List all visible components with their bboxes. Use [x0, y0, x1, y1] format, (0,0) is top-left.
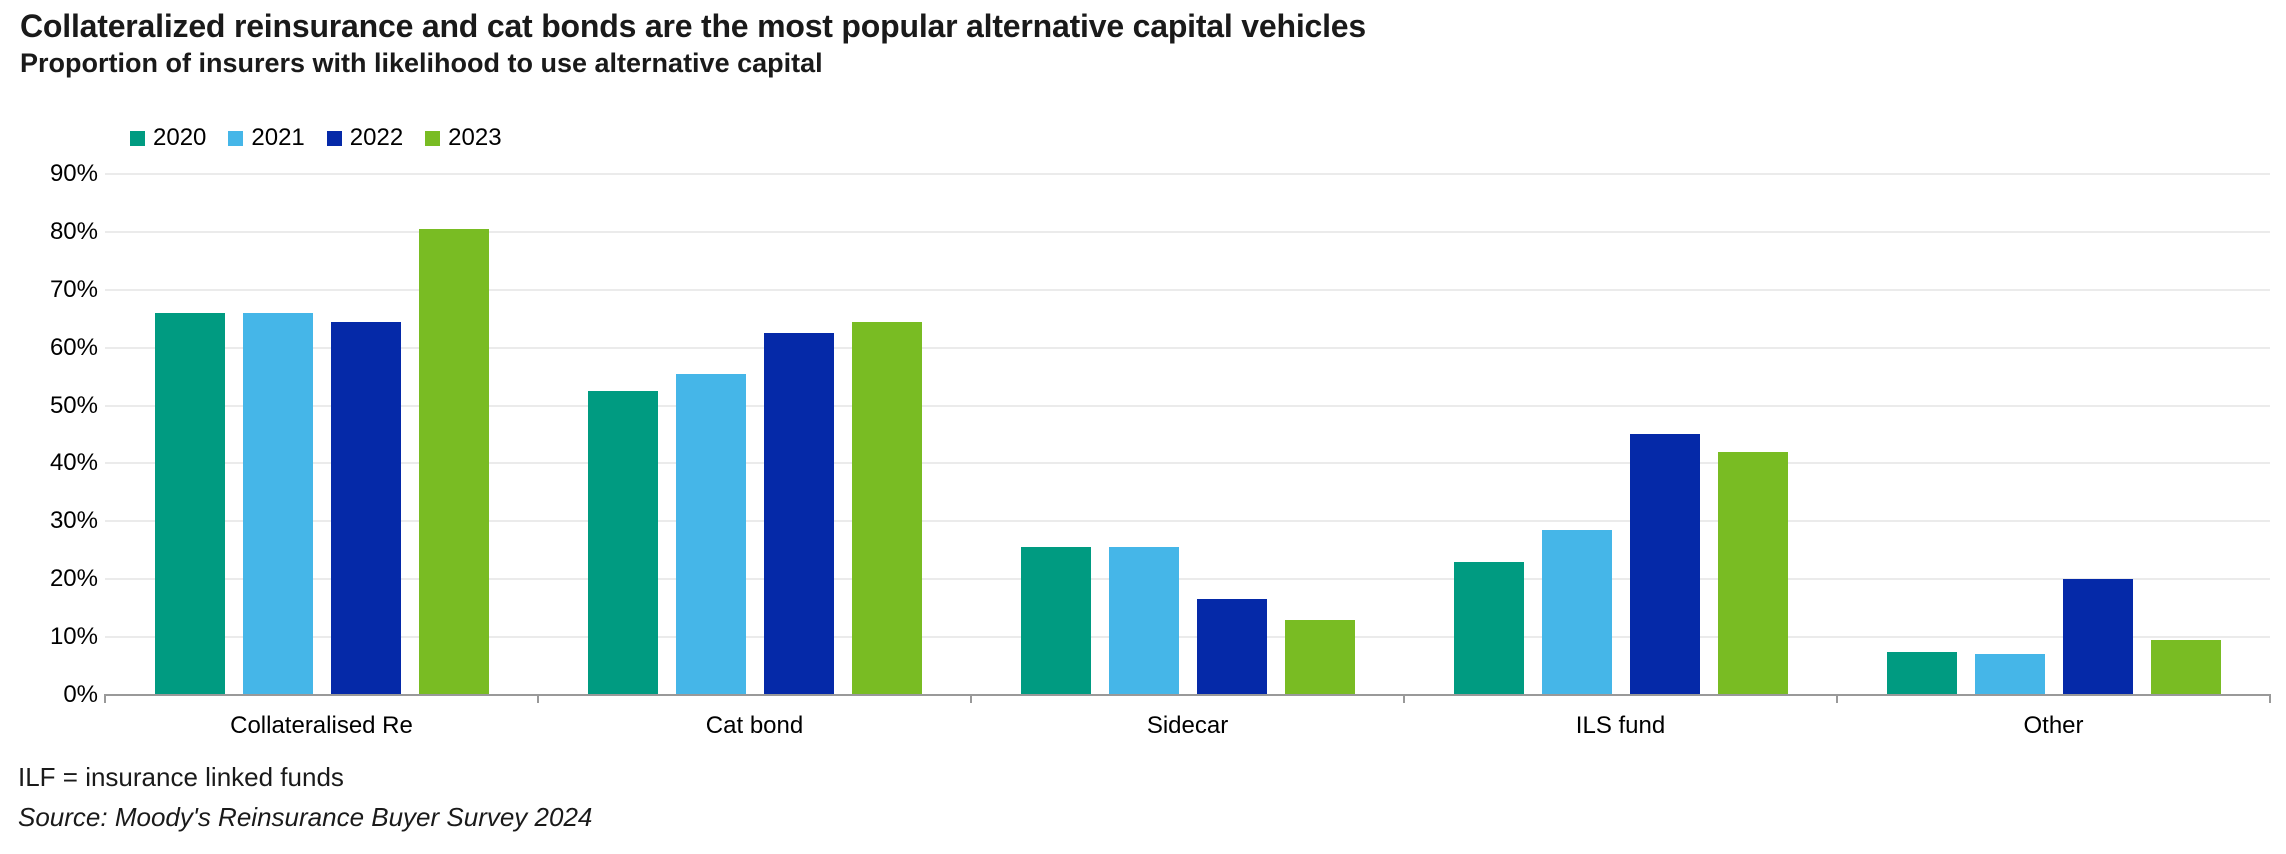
gridline-90 [105, 172, 2270, 175]
x-axis-label-cat-bond: Cat bond [705, 712, 804, 739]
bar-group-collateralised-re [105, 174, 538, 695]
legend-label: 2021 [251, 124, 305, 151]
legend-swatch-2021 [228, 130, 244, 146]
legend-item-2020: 2020 [130, 124, 206, 152]
y-axis-label-60: 60% [49, 333, 98, 361]
y-axis-label-50: 50% [49, 391, 98, 419]
x-axis-tick [537, 694, 539, 703]
bar-2020-collateralised-re [154, 312, 225, 695]
x-axis-tick [970, 694, 972, 703]
bar-2020-sidecar [1020, 547, 1091, 695]
bar-2022-ils-fund [1629, 434, 1700, 695]
bar-group-other [1837, 174, 2270, 695]
bar-2020-cat-bond [587, 391, 658, 695]
bar-group-cat-bond [538, 174, 971, 695]
y-axis-label-30: 30% [49, 507, 98, 535]
gridline-80 [105, 230, 2270, 233]
bar-2021-other [1974, 654, 2045, 695]
bar-2020-ils-fund [1453, 561, 1524, 695]
bar-2021-collateralised-re [242, 312, 313, 695]
bar-2021-sidecar [1108, 547, 1179, 695]
bar-2022-sidecar [1196, 599, 1267, 695]
bar-2023-collateralised-re [418, 228, 489, 695]
bar-2022-other [2062, 579, 2133, 695]
legend-swatch-2023 [425, 130, 441, 146]
legend: 2020 2021 2022 2023 [130, 124, 502, 152]
bar-group-sidecar [971, 174, 1404, 695]
bar-2022-cat-bond [763, 333, 834, 695]
y-axis-label-20: 20% [49, 565, 98, 593]
bar-2020-other [1886, 651, 1957, 695]
legend-swatch-2022 [326, 130, 342, 146]
bar-2023-sidecar [1284, 619, 1355, 695]
x-axis-tick [104, 694, 106, 703]
x-axis-line [105, 694, 2270, 696]
bar-2021-ils-fund [1541, 529, 1612, 695]
y-axis-label-70: 70% [49, 275, 98, 303]
legend-label: 2022 [349, 124, 404, 151]
chart-subtitle: Proportion of insurers with likelihood t… [20, 48, 823, 78]
legend-label: 2020 [153, 124, 207, 151]
bar-2022-collateralised-re [330, 321, 401, 695]
y-axis-label-40: 40% [49, 449, 98, 477]
y-axis-label-10: 10% [49, 623, 98, 651]
gridline-70 [105, 288, 2270, 291]
y-axis-label-80: 80% [49, 217, 98, 245]
x-axis-tick [1836, 694, 1838, 703]
y-axis-label-90: 90% [49, 159, 98, 187]
x-axis-label-ils-fund: ILS fund [1575, 712, 1666, 739]
bar-2023-ils-fund [1717, 451, 1788, 695]
gridline-60 [105, 346, 2270, 349]
x-axis-label-other: Other [2023, 712, 2084, 739]
bar-2023-cat-bond [851, 321, 922, 695]
footnote: ILF = insurance linked funds [18, 762, 344, 792]
chart-title: Collateralized reinsurance and cat bonds… [20, 8, 1367, 44]
gridline-20 [105, 578, 2270, 581]
x-axis-tick [1403, 694, 1405, 703]
gridline-10 [105, 636, 2270, 639]
bar-2023-other [2150, 639, 2221, 695]
gridline-50 [105, 404, 2270, 407]
legend-item-2021: 2021 [228, 124, 305, 152]
gridline-40 [105, 462, 2270, 465]
bar-group-ils-fund [1404, 174, 1837, 695]
legend-item-2023: 2023 [425, 124, 502, 152]
x-axis-label-sidecar: Sidecar [1146, 712, 1229, 739]
legend-item-2022: 2022 [326, 124, 404, 152]
x-axis-tick [2269, 694, 2271, 703]
gridline-30 [105, 520, 2270, 523]
legend-swatch-2020 [130, 130, 145, 146]
bar-2021-cat-bond [675, 373, 746, 695]
source-note: Source: Moody's Reinsurance Buyer Survey… [18, 802, 593, 832]
legend-label: 2023 [448, 124, 502, 151]
y-axis-label-0: 0% [63, 681, 98, 708]
x-axis-label-collateralised-re: Collateralised Re [230, 712, 413, 739]
